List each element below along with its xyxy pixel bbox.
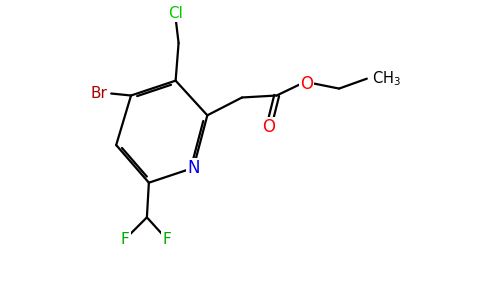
Text: Br: Br	[91, 86, 108, 101]
Text: O: O	[262, 118, 275, 136]
Text: N: N	[187, 159, 200, 177]
Text: Cl: Cl	[168, 6, 183, 21]
Text: F: F	[162, 232, 171, 247]
Text: O: O	[300, 75, 313, 93]
Text: CH$_3$: CH$_3$	[372, 69, 401, 88]
Text: F: F	[121, 232, 129, 247]
